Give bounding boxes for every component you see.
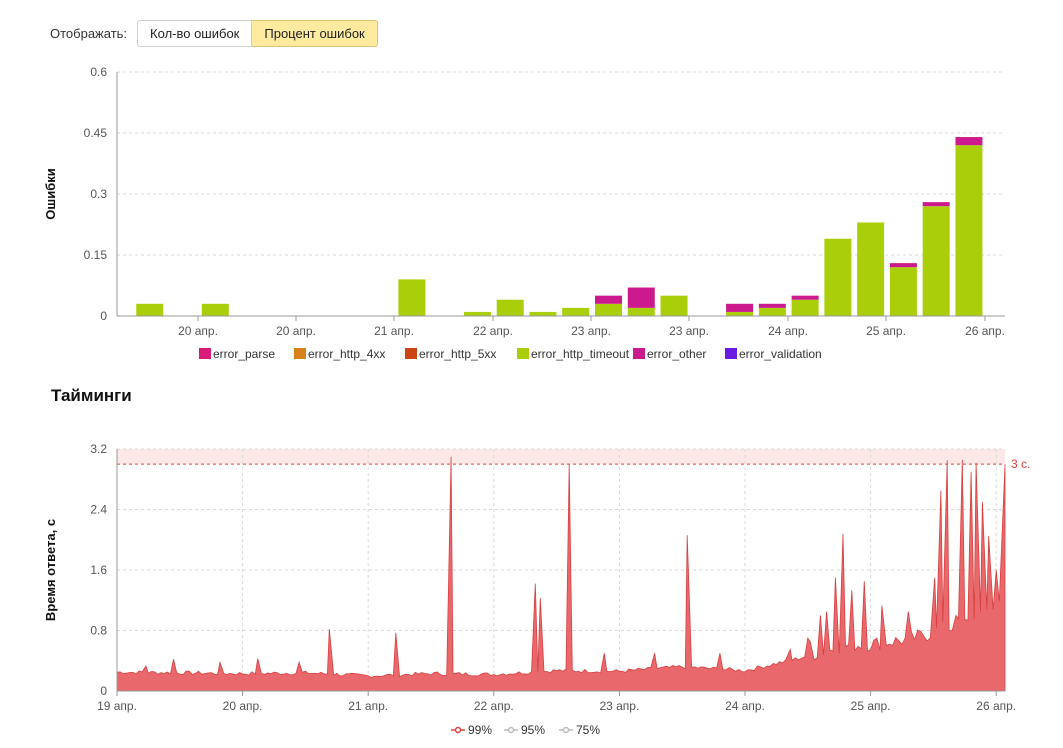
bar-error-http-timeout bbox=[922, 206, 950, 316]
legend-swatch-error-http-5xx bbox=[405, 348, 417, 359]
legend-marker bbox=[562, 726, 570, 734]
legend-swatch-error-parse bbox=[199, 348, 211, 359]
x-tick-label: 25 апр. bbox=[851, 699, 891, 713]
legend-swatch-error-other bbox=[633, 348, 645, 359]
x-tick-label: 21 апр. bbox=[348, 699, 388, 713]
legend-label-95: 95% bbox=[521, 723, 545, 737]
bar-error-http-timeout bbox=[398, 279, 426, 316]
bar-error-http-timeout bbox=[627, 307, 655, 316]
x-tick-label: 22 апр. bbox=[473, 324, 513, 338]
legend-swatch-error-http-timeout bbox=[517, 348, 529, 359]
bar-error-http-timeout bbox=[758, 307, 786, 316]
legend-label-error-http-timeout: error_http_timeout bbox=[531, 347, 630, 361]
legend-label-error-http-5xx: error_http_5xx bbox=[419, 347, 496, 361]
x-tick-label: 21 апр. bbox=[374, 324, 414, 338]
bar-error-other bbox=[758, 303, 786, 308]
bar-error-http-timeout bbox=[824, 238, 852, 316]
bar-error-http-timeout bbox=[857, 222, 885, 316]
errors-bar-chart: 0 0.15 0.3 0.45 0.6 20 апр. 20 апр. 21 апр. 22 а… bbox=[43, 65, 1005, 361]
y-tick-label: 0.15 bbox=[84, 248, 108, 262]
bar-error-http-timeout bbox=[529, 311, 557, 316]
bar-error-http-timeout bbox=[726, 311, 754, 316]
x-tick-label: 20 апр. bbox=[178, 324, 218, 338]
bar-error-other bbox=[955, 137, 983, 146]
bar-error-other bbox=[595, 295, 623, 304]
threshold-label: 3 с. bbox=[1011, 457, 1030, 471]
y-tick-label: 0.8 bbox=[90, 624, 107, 638]
bar-error-http-timeout bbox=[955, 145, 983, 316]
y-axis-title: Время ответа, с bbox=[43, 519, 58, 621]
legend-label-error-parse: error_parse bbox=[213, 347, 275, 361]
bar-error-http-timeout bbox=[791, 299, 819, 316]
x-tick-label: 20 апр. bbox=[223, 699, 263, 713]
bar-error-http-timeout bbox=[660, 295, 688, 316]
x-tick-label: 24 апр. bbox=[725, 699, 765, 713]
bar-error-http-timeout bbox=[201, 303, 229, 316]
legend-swatch-error-http-4xx bbox=[294, 348, 306, 359]
y-tick-label: 0.6 bbox=[90, 65, 107, 79]
legend-label-99: 99% bbox=[468, 723, 492, 737]
x-tick-label: 23 апр. bbox=[599, 699, 639, 713]
y-tick-label: 0.45 bbox=[84, 126, 108, 140]
display-mode-control: Отображать: Кол-во ошибок Процент ошибок bbox=[50, 20, 378, 47]
x-tick-label: 26 апр. bbox=[976, 699, 1016, 713]
legend-label-error-validation: error_validation bbox=[739, 347, 822, 361]
legend-label-75: 75% bbox=[576, 723, 600, 737]
error-percent-button[interactable]: Процент ошибок bbox=[252, 20, 378, 47]
y-tick-label: 3.2 bbox=[90, 442, 107, 456]
legend-marker bbox=[454, 726, 462, 734]
legend-marker bbox=[507, 726, 515, 734]
x-tick-label: 19 апр. bbox=[97, 699, 137, 713]
y-tick-label: 1.6 bbox=[90, 563, 107, 577]
y-tick-label: 0.3 bbox=[90, 187, 107, 201]
series-99-area bbox=[116, 456, 1006, 692]
bar-error-http-timeout bbox=[463, 311, 491, 316]
display-mode-toggle: Кол-во ошибок Процент ошибок bbox=[137, 20, 378, 47]
y-tick-label: 0 bbox=[100, 684, 107, 698]
x-tick-label: 22 апр. bbox=[474, 699, 514, 713]
bar-error-other bbox=[627, 287, 655, 308]
x-tick-label: 26 апр. bbox=[965, 324, 1005, 338]
x-tick-label: 20 апр. bbox=[276, 324, 316, 338]
y-tick-label: 0 bbox=[100, 309, 107, 323]
x-tick-label: 23 апр. bbox=[571, 324, 611, 338]
legend-swatch-error-validation bbox=[725, 348, 737, 359]
x-tick-label: 24 апр. bbox=[768, 324, 808, 338]
bar-error-other bbox=[889, 263, 917, 268]
display-label: Отображать: bbox=[50, 26, 128, 41]
bar-error-http-timeout bbox=[595, 303, 623, 316]
bar-error-http-timeout bbox=[889, 267, 917, 316]
x-tick-label: 25 апр. bbox=[866, 324, 906, 338]
bar-error-other bbox=[791, 295, 819, 300]
bar-error-other bbox=[726, 303, 754, 312]
threshold-band bbox=[117, 449, 1005, 465]
error-count-button[interactable]: Кол-во ошибок bbox=[137, 20, 253, 47]
bar-error-http-timeout bbox=[562, 307, 590, 316]
legend-label-error-other: error_other bbox=[647, 347, 706, 361]
y-axis-title: Ошибки bbox=[43, 168, 58, 219]
bar-error-http-timeout bbox=[496, 299, 524, 316]
bar-error-http-timeout bbox=[136, 303, 164, 316]
legend-label-error-http-4xx: error_http_4xx bbox=[308, 347, 385, 361]
y-tick-label: 2.4 bbox=[90, 503, 107, 517]
timings-title: Тайминги bbox=[51, 386, 132, 405]
bar-error-other bbox=[922, 202, 950, 207]
x-tick-label: 23 апр. bbox=[669, 324, 709, 338]
